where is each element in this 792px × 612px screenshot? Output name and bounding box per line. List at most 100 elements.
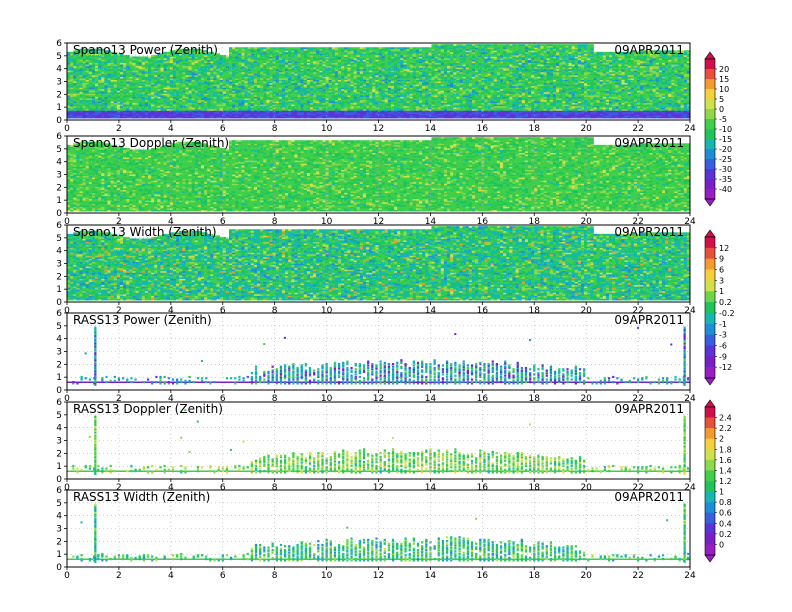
panel-title: RASS13 Width (Zenith) <box>73 490 210 504</box>
x-tick-label: 10 <box>321 394 333 404</box>
x-tick-label: 18 <box>529 483 541 493</box>
x-tick-label: 0 <box>64 306 70 316</box>
colorbar-swatch <box>705 533 715 545</box>
x-tick-label: 8 <box>272 217 278 227</box>
x-tick-label: 2 <box>116 306 122 316</box>
colorbar-swatch <box>705 139 715 150</box>
colorbar-label: 12 <box>719 244 729 253</box>
colorbar-swatch <box>705 312 715 325</box>
x-tick-label: 12 <box>373 124 384 134</box>
colorbar-swatch <box>705 523 715 535</box>
y-tick-label: 4 <box>56 158 62 168</box>
colorbar-swatch <box>705 159 715 170</box>
y-tick-label: 1 <box>56 462 62 472</box>
colorbar-label: -1 <box>719 320 727 329</box>
x-tick-label: 24 <box>684 483 696 493</box>
colorbar-bottom-arrow <box>704 377 716 386</box>
y-tick-label: 3 <box>56 525 62 535</box>
y-tick-label: 5 <box>56 234 62 244</box>
x-tick-label: 16 <box>477 124 489 134</box>
x-tick-label: 14 <box>425 217 437 227</box>
x-tick-label: 0 <box>64 483 70 493</box>
x-tick-label: 12 <box>373 571 384 581</box>
x-tick-label: 22 <box>632 394 643 404</box>
colorbar-swatch <box>705 149 715 160</box>
data-field <box>67 226 690 301</box>
panel-date: 09APR2011 <box>614 43 684 57</box>
y-tick-label: 0 <box>56 475 62 485</box>
colorbar-swatch <box>705 79 715 90</box>
colorbar-swatch <box>705 356 715 368</box>
colorbar-bottom-arrow <box>704 554 716 563</box>
y-tick-label: 0 <box>56 563 62 573</box>
y-tick-label: 0 <box>56 298 62 308</box>
x-tick-label: 14 <box>425 483 437 493</box>
x-tick-label: 24 <box>684 217 696 227</box>
colorbar-label: 0.4 <box>719 519 732 528</box>
colorbar-label: 2.2 <box>719 424 732 433</box>
colorbar-label: 20 <box>719 65 729 74</box>
colorbar-label: -30 <box>719 165 732 174</box>
x-tick-label: 0 <box>64 124 70 134</box>
colorbar-label: -35 <box>719 175 732 184</box>
x-tick-label: 4 <box>168 124 174 134</box>
x-tick-label: 16 <box>477 571 489 581</box>
colorbar-swatch <box>705 491 715 503</box>
x-tick-label: 24 <box>684 571 696 581</box>
y-tick-label: 0 <box>56 116 62 126</box>
y-tick-label: 1 <box>56 103 62 113</box>
colorbar-swatch <box>705 291 715 303</box>
x-tick-label: 8 <box>272 483 278 493</box>
x-tick-label: 10 <box>321 571 333 581</box>
x-tick-label: 0 <box>64 571 70 581</box>
colorbar-swatch <box>705 269 715 281</box>
colorbar-swatch <box>705 189 715 200</box>
colorbar-swatch <box>705 459 715 471</box>
colorbar-label: 0.2 <box>719 530 732 539</box>
x-tick-label: 6 <box>220 571 226 581</box>
panel-title: Spano13 Doppler (Zenith) <box>73 136 229 150</box>
x-tick-label: 18 <box>529 394 541 404</box>
colorbar-swatch <box>705 179 715 190</box>
colorbar-label: -20 <box>719 145 732 154</box>
x-tick-label: 10 <box>321 217 333 227</box>
x-tick-label: 12 <box>373 394 384 404</box>
x-tick-label: 14 <box>425 124 437 134</box>
x-tick-label: 12 <box>373 306 384 316</box>
panel-title: Spano13 Width (Zenith) <box>73 225 217 239</box>
colorbar-swatch <box>705 417 715 429</box>
colorbar-label: -10 <box>719 125 732 134</box>
colorbar-label: -15 <box>719 135 732 144</box>
colorbar-swatch <box>705 99 715 110</box>
y-tick-label: 0 <box>56 386 62 396</box>
x-tick-label: 22 <box>632 124 643 134</box>
x-tick-label: 20 <box>580 483 592 493</box>
colorbar-swatch <box>705 280 715 292</box>
colorbar-label: 1.8 <box>719 445 732 454</box>
colorbar-label: 1 <box>719 287 724 296</box>
colorbar-swatch <box>705 237 715 249</box>
y-tick-label: 5 <box>56 322 62 332</box>
y-tick-label: 3 <box>56 171 62 181</box>
colorbar-swatch <box>705 345 715 357</box>
y-tick-label: 5 <box>56 499 62 509</box>
colorbar-swatch <box>705 69 715 80</box>
panel-date: 09APR2011 <box>614 402 684 416</box>
y-tick-label: 1 <box>56 550 62 560</box>
colorbar-swatch <box>705 59 715 70</box>
x-tick-label: 14 <box>425 394 437 404</box>
colorbar-top-arrow <box>704 229 716 238</box>
x-tick-label: 0 <box>64 217 70 227</box>
colorbar-label: 1.2 <box>719 477 732 486</box>
colorbar-swatch <box>705 334 715 346</box>
colorbar-label: 3 <box>719 276 724 285</box>
y-tick-label: 2 <box>56 90 62 100</box>
colorbar-swatch <box>705 129 715 140</box>
x-tick-label: 16 <box>477 483 489 493</box>
x-tick-label: 18 <box>529 124 541 134</box>
x-tick-label: 6 <box>220 217 226 227</box>
x-tick-label: 4 <box>168 394 174 404</box>
x-tick-label: 2 <box>116 483 122 493</box>
colorbar-swatch <box>705 449 715 461</box>
